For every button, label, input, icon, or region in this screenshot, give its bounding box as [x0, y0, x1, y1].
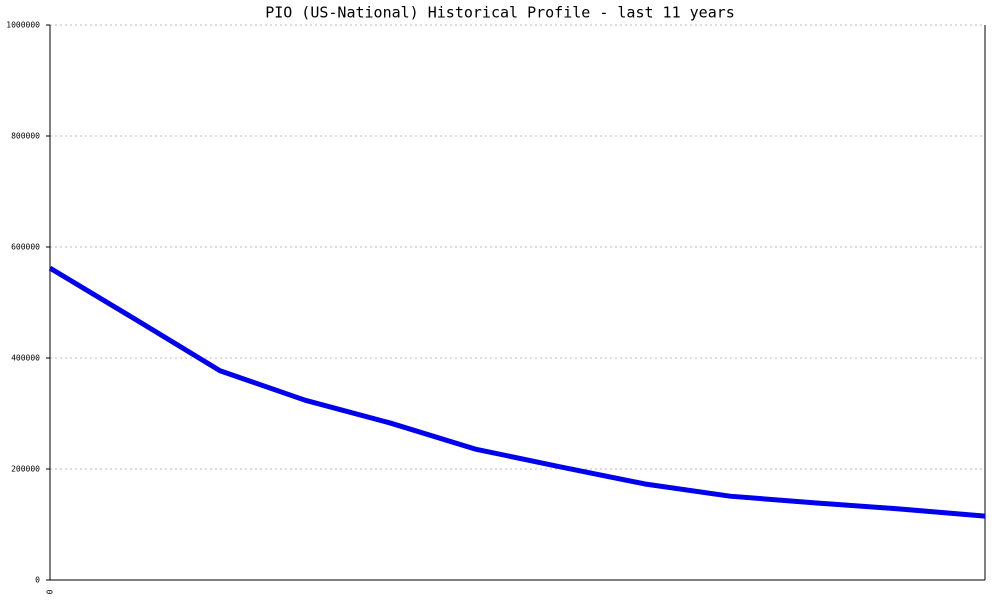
y-tick-label: 600000	[11, 243, 40, 252]
y-tick-label: 200000	[11, 465, 40, 474]
chart-title: PIO (US-National) Historical Profile - l…	[265, 4, 735, 22]
y-tick-label: 400000	[11, 354, 40, 363]
y-tick-label: 0	[35, 576, 40, 585]
y-tick-label: 1000000	[6, 21, 40, 30]
y-tick-label: 800000	[11, 132, 40, 141]
x-tick-label: 0	[46, 589, 55, 594]
data-line	[48, 265, 986, 519]
